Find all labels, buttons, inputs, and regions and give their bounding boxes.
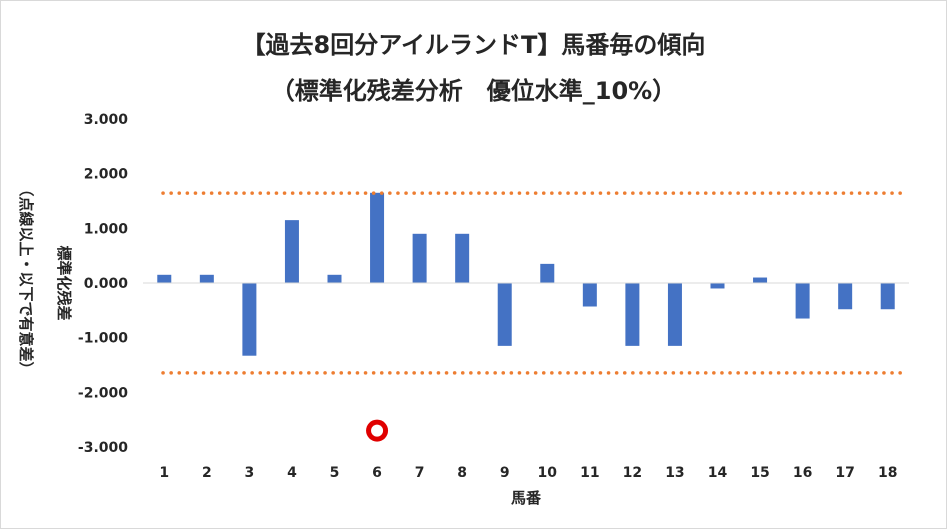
bar-9 — [497, 283, 512, 346]
x-tick-label: 2 — [202, 465, 212, 481]
chart-subtitle: （標準化残差分析 優位水準_10%） — [270, 77, 677, 105]
bar-series — [157, 192, 895, 356]
y-tick-label: 2.000 — [84, 167, 129, 183]
x-tick-label: 18 — [878, 465, 897, 481]
x-tick-label: 7 — [415, 465, 425, 481]
x-tick-label: 3 — [245, 465, 255, 481]
y-tick-label: 1.000 — [84, 221, 129, 237]
y-tick-label: 0.000 — [84, 276, 129, 292]
y-tick-label: -1.000 — [78, 331, 128, 347]
x-tick-label: 8 — [457, 465, 467, 481]
y-axis-ticks: 3.000 2.000 1.000 0.000 -1.000 -2.000 -3.000 — [78, 112, 128, 456]
bar-13 — [667, 283, 682, 346]
x-tick-label: 10 — [538, 465, 558, 481]
bar-3 — [242, 283, 257, 356]
chart-title: 【過去8回分アイルランドT】馬番毎の傾向 — [241, 31, 706, 59]
x-tick-label: 9 — [500, 465, 510, 481]
x-tick-label: 4 — [287, 465, 297, 481]
bar-2 — [199, 274, 214, 283]
marker-center — [371, 424, 384, 437]
bar-4 — [284, 220, 299, 283]
x-tick-label: 12 — [623, 465, 642, 481]
x-tick-label: 1 — [159, 465, 169, 481]
bar-16 — [795, 283, 810, 319]
y-axis-label: 標準化残差 （点線以上・以下で有意差） — [17, 181, 73, 376]
bar-15 — [753, 277, 768, 283]
y-tick-label: -3.000 — [78, 440, 128, 456]
bar-12 — [625, 283, 640, 346]
bar-6 — [370, 192, 385, 283]
x-tick-label: 11 — [580, 465, 599, 481]
bar-8 — [455, 233, 470, 283]
y-tick-label: -2.000 — [78, 385, 128, 401]
x-tick-label: 13 — [665, 465, 684, 481]
x-axis-ticks: 1 2 3 4 5 6 7 8 9 10 11 12 13 14 15 16 17 18 — [159, 465, 897, 481]
x-tick-label: 15 — [750, 465, 769, 481]
x-tick-label: 14 — [708, 465, 728, 481]
highlight-marker — [366, 419, 389, 442]
bar-11 — [582, 283, 597, 307]
bar-1 — [157, 274, 172, 283]
x-tick-label: 16 — [793, 465, 812, 481]
y-axis-label-line2: （点線以上・以下で有意差） — [17, 181, 35, 376]
x-tick-label: 6 — [372, 465, 382, 481]
x-tick-label: 5 — [330, 465, 340, 481]
threshold-lines — [161, 191, 905, 375]
bar-17 — [838, 283, 853, 310]
bar-7 — [412, 233, 427, 283]
bar-10 — [540, 263, 555, 283]
y-tick-label: 3.000 — [84, 112, 129, 128]
bar-14 — [710, 283, 725, 289]
x-tick-label: 17 — [835, 465, 854, 481]
bar-18 — [880, 283, 895, 310]
bar-5 — [327, 274, 342, 283]
x-axis-label: 馬番 — [511, 489, 542, 507]
y-axis-label-line1: 標準化残差 — [55, 245, 73, 320]
